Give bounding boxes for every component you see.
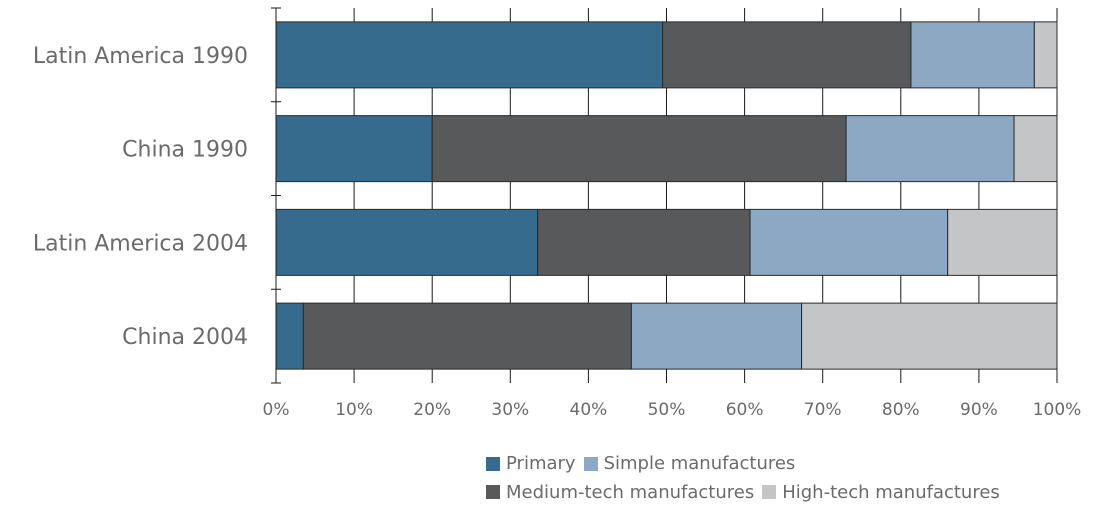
bar-segment	[432, 116, 846, 182]
bar-segment	[276, 22, 663, 88]
bar-segment	[1034, 22, 1057, 88]
x-tick-label: 70%	[804, 400, 842, 420]
legend-item: Primary	[486, 450, 576, 477]
bar-segment	[911, 22, 1034, 88]
x-tick-label: 40%	[570, 400, 608, 420]
x-tick-label: 10%	[335, 400, 373, 420]
bar-segment	[538, 209, 750, 275]
legend-label: Simple manufactures	[604, 450, 796, 477]
x-tick-label: 60%	[726, 400, 764, 420]
bar-segment	[802, 303, 1057, 369]
bar-segment	[846, 116, 1014, 182]
bar-segment	[750, 209, 948, 275]
bar-segment	[276, 209, 538, 275]
legend-swatch	[584, 457, 598, 471]
bar-segment	[663, 22, 911, 88]
legend-row: Primary Simple manufactures	[486, 450, 1008, 479]
x-tick-label: 20%	[413, 400, 451, 420]
x-tick-label: 30%	[491, 400, 529, 420]
legend-item: Simple manufactures	[584, 450, 796, 477]
category-label: Latin America 2004	[33, 231, 248, 256]
bar-segment	[276, 116, 432, 182]
bar-segment	[631, 303, 801, 369]
x-tick-label: 0%	[263, 400, 290, 420]
x-tick-label: 90%	[960, 400, 998, 420]
legend-swatch	[486, 485, 500, 499]
legend-label: Primary	[506, 450, 576, 477]
category-labels: Latin America 1990 China 1990 Latin Americ…	[33, 44, 248, 350]
legend-swatch	[486, 457, 500, 471]
legend-swatch	[762, 485, 776, 499]
x-tick-labels: 0% 10% 20% 30% 40% 50% 60% 70% 80% 90% 100%	[263, 400, 1082, 420]
bar-segment	[1014, 116, 1057, 182]
bar-segment	[276, 303, 303, 369]
legend-label: Medium-tech manufactures	[506, 479, 754, 506]
x-tick-label: 50%	[648, 400, 686, 420]
legend-label: High-tech manufactures	[782, 479, 1000, 506]
bar-segment	[948, 209, 1057, 275]
legend-item: Medium-tech manufactures	[486, 479, 754, 506]
category-label: Latin America 1990	[33, 44, 248, 69]
x-tick-label: 80%	[882, 400, 920, 420]
bar-segment	[303, 303, 631, 369]
legend-item: High-tech manufactures	[762, 479, 1000, 506]
category-label: China 1990	[122, 138, 248, 163]
category-label: China 2004	[122, 325, 248, 350]
x-tick-label: 100%	[1033, 400, 1082, 420]
